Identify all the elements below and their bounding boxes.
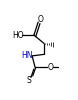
Text: O: O <box>38 15 44 24</box>
Text: S: S <box>27 76 31 85</box>
Text: HN: HN <box>21 51 32 60</box>
Text: O: O <box>47 63 53 72</box>
Text: HO: HO <box>12 31 23 40</box>
